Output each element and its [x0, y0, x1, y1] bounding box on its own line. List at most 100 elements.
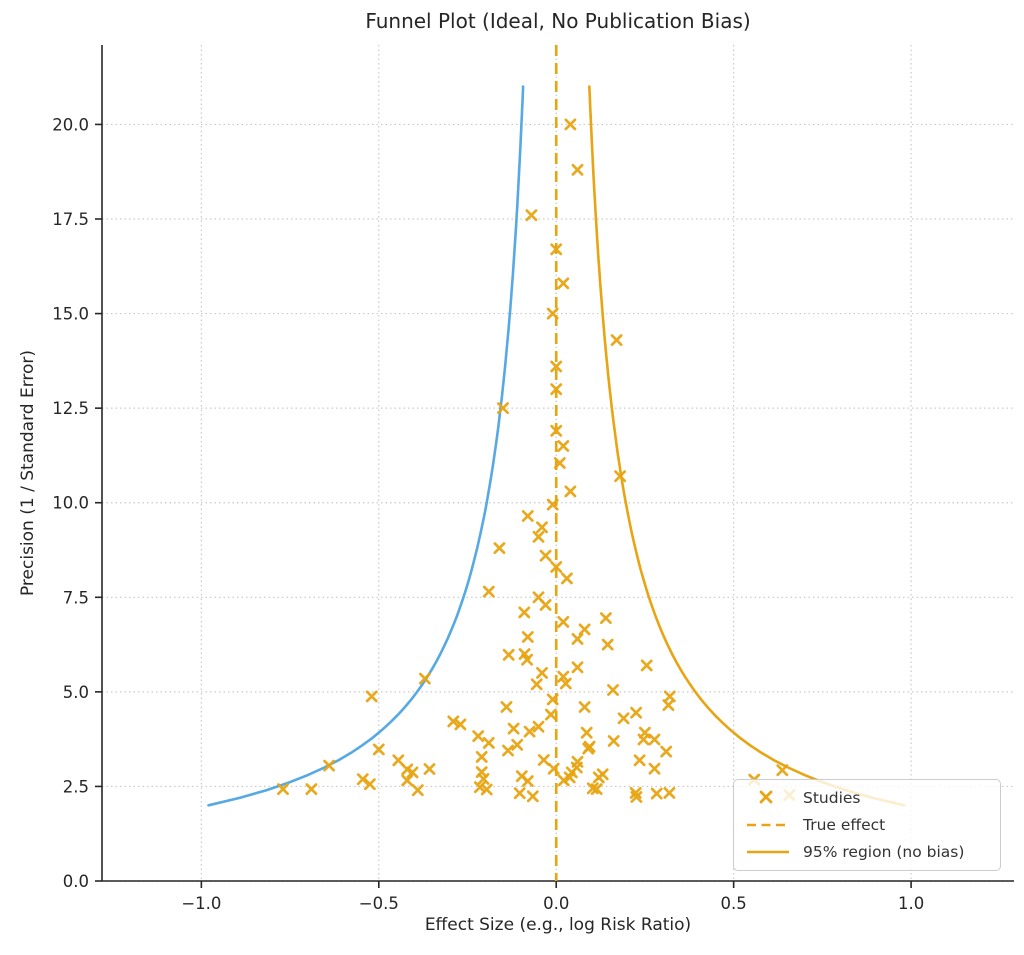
legend-item-95-region: 95% region (no bias)	[746, 838, 990, 865]
solid-line-icon	[747, 850, 789, 853]
study-point	[557, 615, 570, 628]
study-point	[532, 720, 545, 733]
x-tick-label: −0.5	[359, 894, 399, 913]
study-point	[475, 750, 488, 763]
study-point	[480, 783, 493, 796]
study-point	[363, 778, 376, 791]
study-point	[563, 771, 576, 784]
study-point	[511, 738, 524, 751]
study-point	[482, 585, 495, 598]
study-point	[539, 549, 552, 562]
study-point	[599, 612, 612, 625]
study-point	[582, 742, 595, 755]
study-point	[630, 706, 643, 719]
study-point	[392, 754, 405, 767]
study-point	[537, 754, 550, 766]
y-tick-label: 17.5	[52, 210, 89, 229]
study-point	[650, 787, 663, 800]
study-point	[550, 243, 563, 256]
study-point	[497, 402, 509, 415]
study-point	[500, 701, 513, 713]
study-point	[601, 638, 614, 651]
study-point	[305, 783, 318, 796]
study-point	[571, 632, 584, 645]
study-point	[630, 791, 643, 803]
y-axis-label: Precision (1 / Standard Error)	[18, 349, 38, 597]
study-point	[559, 677, 572, 690]
x-axis-label: Effect Size (e.g., log Risk Ratio)	[424, 915, 692, 935]
study-point	[640, 659, 653, 672]
y-tick-label: 7.5	[63, 588, 89, 607]
study-point	[592, 771, 605, 784]
study-point	[418, 672, 431, 685]
x-tick-label: −1.0	[181, 894, 221, 913]
dashed-line-icon	[747, 823, 789, 827]
study-point	[518, 648, 531, 660]
study-point	[633, 754, 646, 767]
study-point	[607, 684, 619, 696]
study-point	[502, 744, 514, 757]
study-point	[557, 774, 570, 787]
study-point	[571, 661, 584, 674]
study-point	[401, 763, 414, 776]
study-point	[557, 440, 570, 452]
study-point	[590, 783, 603, 796]
study-point	[536, 666, 548, 679]
study-point	[546, 307, 559, 320]
study-point	[607, 735, 620, 747]
study-point	[564, 118, 577, 131]
study-point	[521, 510, 534, 522]
x-tick-label: 1.0	[898, 894, 924, 913]
study-point	[277, 783, 289, 796]
study-point	[502, 648, 515, 661]
study-point	[660, 745, 673, 758]
study-point	[482, 736, 495, 749]
legend: Studies True effect 95% region (no bias)	[733, 779, 1001, 871]
study-point	[550, 360, 563, 373]
study-point	[493, 542, 506, 555]
study-point	[637, 733, 650, 746]
study-point	[423, 763, 436, 775]
y-tick-label: 20.0	[52, 115, 89, 134]
study-point	[610, 334, 623, 347]
study-point	[617, 712, 630, 725]
study-point	[553, 457, 566, 469]
study-point	[518, 606, 531, 619]
funnel-right-curve	[588, 85, 906, 807]
study-point	[521, 653, 534, 666]
chart-title: Funnel Plot (Ideal, No Publication Bias)	[365, 9, 751, 33]
study-point	[525, 209, 538, 222]
study-point	[550, 424, 563, 437]
y-tick-label: 5.0	[63, 683, 89, 702]
study-point	[557, 277, 570, 290]
y-tick-label: 15.0	[52, 305, 89, 324]
x-tick-label: 0.0	[543, 894, 569, 913]
legend-label-95-region: 95% region (no bias)	[803, 842, 965, 861]
study-point	[356, 773, 369, 786]
y-tick-label: 12.5	[52, 399, 89, 418]
x-tick-label: 0.5	[721, 894, 747, 913]
study-point	[536, 521, 548, 534]
study-point	[526, 790, 539, 803]
study-point	[550, 561, 563, 573]
study-point	[571, 163, 584, 176]
legend-label-studies: Studies	[803, 789, 861, 808]
study-point	[662, 699, 675, 712]
study-point	[521, 775, 534, 788]
study-point	[365, 690, 378, 703]
study-point	[523, 725, 536, 738]
study-point	[614, 470, 627, 483]
study-point	[406, 766, 419, 779]
y-tick-label: 2.5	[63, 777, 89, 796]
studies-marker-icon	[759, 790, 773, 804]
study-point	[539, 598, 552, 611]
legend-item-studies: Studies	[746, 785, 990, 812]
study-point	[546, 693, 559, 706]
funnel-left-curve	[207, 85, 525, 807]
study-point	[648, 733, 661, 746]
study-point	[580, 726, 593, 739]
study-point	[372, 743, 385, 756]
study-point	[532, 530, 545, 543]
